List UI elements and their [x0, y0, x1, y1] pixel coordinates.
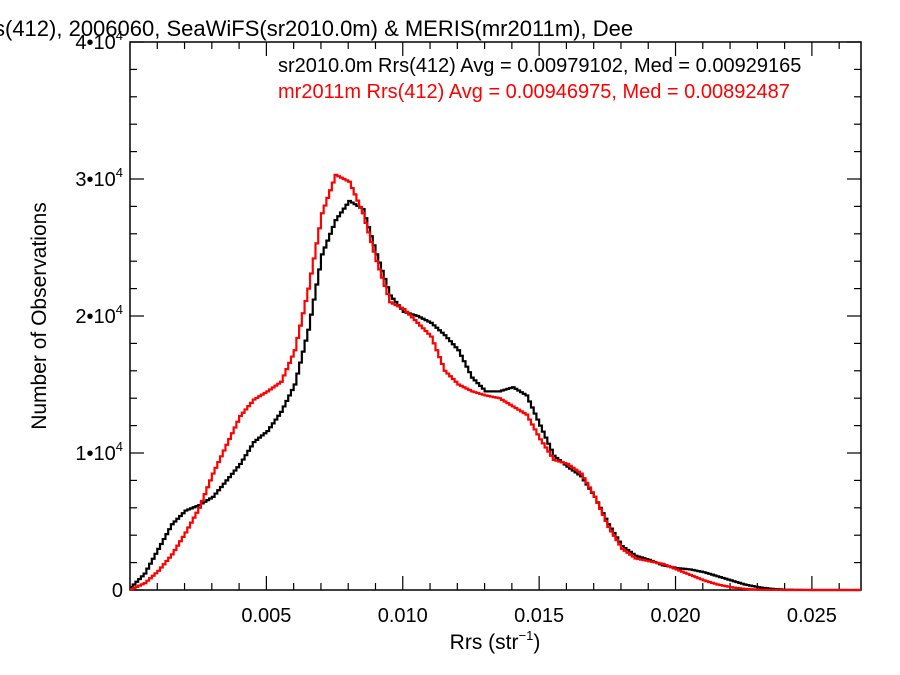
x-tick-label: 0.025	[787, 605, 837, 627]
x-tick-label: 0.020	[650, 605, 700, 627]
chart-title: s(412), 2006060, SeaWiFS(sr2010.0m) & ME…	[0, 16, 633, 41]
x-tick-label: 0.015	[514, 605, 564, 627]
plot-border	[129, 41, 862, 591]
series-sr2010-line	[130, 199, 861, 592]
series-layer	[130, 173, 861, 592]
x-tick-label: 0.005	[241, 605, 291, 627]
y-tick-label: 0	[112, 580, 123, 602]
axis-ticks: 0.005 0.010 0.015 0.020 0.025 0 1•104 2•104 3•10…	[75, 28, 861, 627]
x-tick-label: 0.010	[378, 605, 428, 627]
plot-frame	[129, 41, 862, 591]
legend-entry-mr2011m: mr2011m Rrs(412) Avg = 0.00946975, Med =…	[278, 81, 790, 103]
y-tick-label: 2•104	[75, 302, 123, 328]
series-mr2011m-line	[130, 173, 861, 592]
y-tick-label: 1•104	[75, 439, 123, 465]
x-axis-title: Rrs (str−1)	[450, 628, 541, 654]
y-tick-label: 3•104	[75, 165, 123, 191]
legend-entry-sr2010: sr2010.0m Rrs(412) Avg = 0.00979102, Med…	[278, 55, 801, 77]
y-axis-title: Number of Observations	[28, 202, 51, 430]
y-tick-label: 4•104	[75, 28, 123, 54]
